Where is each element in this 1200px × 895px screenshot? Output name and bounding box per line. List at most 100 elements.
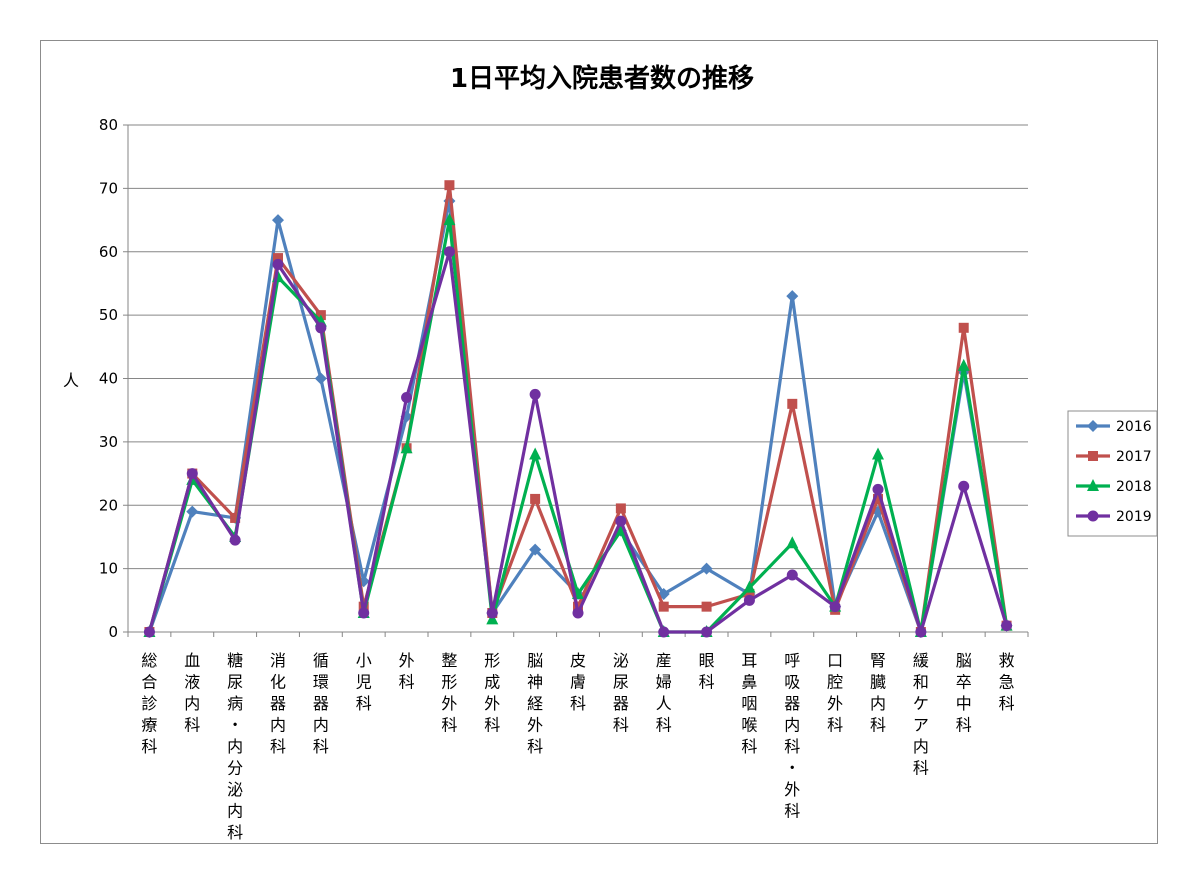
data-point <box>786 290 799 303</box>
x-category-char: ・ <box>227 716 243 735</box>
x-category-char: 膚 <box>570 673 586 692</box>
x-category-char: 科 <box>141 737 157 756</box>
x-category-char: 外 <box>784 780 800 799</box>
data-point <box>1087 420 1099 432</box>
data-point <box>701 601 712 612</box>
data-point <box>658 601 669 612</box>
x-category-label: 眼科 <box>699 651 715 692</box>
x-category-labels: 総合診療科血液内科糖尿病・内分泌内科消化器内科循環器内科小児科外科整形外科形成外… <box>141 651 1014 842</box>
x-category-char: 泌 <box>227 780 243 799</box>
data-point <box>143 626 155 638</box>
y-tick-label: 30 <box>99 433 118 451</box>
x-category-char: 臓 <box>870 673 886 692</box>
x-category-char: 形 <box>484 651 500 670</box>
x-category-char: 内 <box>227 802 243 821</box>
x-category-char: 糖 <box>227 651 243 670</box>
x-category-char: 外 <box>527 716 543 735</box>
x-category-char: 液 <box>184 673 200 692</box>
data-point <box>315 322 327 334</box>
x-category-char: 整 <box>441 651 457 670</box>
legend-label: 2016 <box>1116 419 1152 435</box>
x-category-char: 器 <box>613 694 629 713</box>
data-point <box>615 515 627 527</box>
x-category-char: 救 <box>999 651 1015 670</box>
x-category-char: 科 <box>656 716 672 735</box>
x-category-char: 科 <box>570 694 586 713</box>
gridlines <box>128 124 1028 570</box>
legend-item: 2017 <box>1076 449 1152 465</box>
x-category-char: 緩 <box>913 651 929 670</box>
data-point <box>743 594 755 606</box>
data-point <box>1088 451 1098 461</box>
x-category-char: 消 <box>270 651 286 670</box>
axes <box>123 124 1029 637</box>
y-tick-label: 40 <box>99 370 118 388</box>
x-category-char: 呼 <box>784 651 800 670</box>
legend-label: 2018 <box>1116 479 1152 495</box>
data-point <box>443 213 456 226</box>
x-category-char: 眼 <box>699 651 715 670</box>
x-category-char: 科 <box>870 716 886 735</box>
legend-label: 2019 <box>1116 509 1152 525</box>
x-category-char: ア <box>913 716 929 735</box>
x-category-char: 外 <box>484 694 500 713</box>
data-point <box>786 569 798 581</box>
x-category-char: 科 <box>784 737 800 756</box>
data-point <box>615 503 626 514</box>
x-category-char: 脳 <box>527 651 543 670</box>
x-category-char: 尿 <box>227 673 243 692</box>
data-point <box>444 180 455 191</box>
x-category-char: 形 <box>441 673 457 692</box>
x-category-char: 病 <box>227 694 243 713</box>
x-category-char: 科 <box>356 694 372 713</box>
legend-label: 2017 <box>1116 449 1152 465</box>
data-point <box>872 447 884 460</box>
data-point <box>958 322 969 333</box>
x-category-char: ケ <box>913 694 929 713</box>
x-category-char: 科 <box>913 759 929 778</box>
x-category-char: 器 <box>784 694 800 713</box>
y-tick-label: 20 <box>99 496 118 514</box>
data-point <box>272 214 284 227</box>
x-category-char: 分 <box>227 759 243 778</box>
x-category-char: 科 <box>399 673 415 692</box>
x-category-char: 科 <box>184 716 200 735</box>
x-category-char: 科 <box>613 716 629 735</box>
data-point <box>829 601 841 613</box>
x-category-char: 外 <box>399 651 415 670</box>
x-category-char: 内 <box>784 716 800 735</box>
chart-frame: 1日平均入院患者数の推移 人 0 10 20 30 40 50 60 70 80 総合診療科血液… <box>40 40 1158 844</box>
x-category-char: 科 <box>527 737 543 756</box>
data-point <box>443 246 455 258</box>
data-point <box>915 626 927 638</box>
data-point <box>701 626 713 638</box>
legend-item: 2016 <box>1076 419 1152 435</box>
y-tick-labels: 0 10 20 30 40 50 60 70 80 <box>99 116 118 641</box>
y-tick-label: 0 <box>108 623 118 641</box>
x-category-char: 婦 <box>656 673 672 692</box>
x-category-char: 内 <box>870 694 886 713</box>
x-category-char: 器 <box>270 694 286 713</box>
data-point <box>787 398 798 409</box>
x-category-char: 総 <box>141 651 157 670</box>
data-point <box>958 480 970 492</box>
x-category-char: 科 <box>999 694 1015 713</box>
data-point <box>486 607 498 619</box>
data-point <box>400 441 413 454</box>
x-category-char: 経 <box>527 694 543 713</box>
x-category-char: 腔 <box>827 673 843 692</box>
x-category-label: 救急科 <box>999 651 1015 713</box>
x-category-char: 神 <box>527 673 543 692</box>
x-category-label: 皮膚科 <box>570 651 586 713</box>
x-category-char: 療 <box>141 716 157 735</box>
x-category-char: 産 <box>656 651 672 670</box>
x-category-char: 鼻 <box>741 673 757 692</box>
data-point <box>872 483 884 495</box>
x-category-char: 診 <box>141 694 157 713</box>
x-category-char: 耳 <box>741 651 757 670</box>
